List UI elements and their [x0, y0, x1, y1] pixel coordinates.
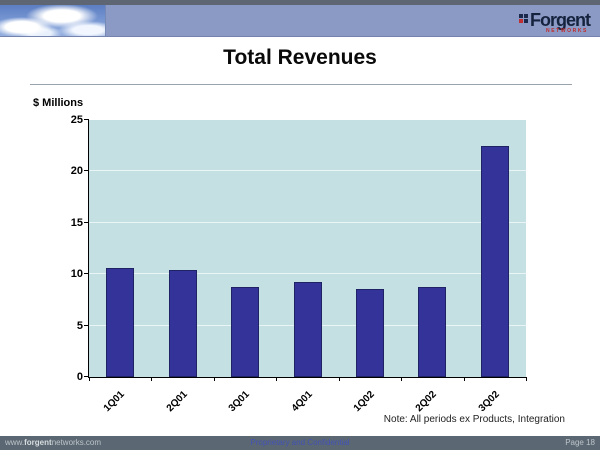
forgent-logo: Forgent NETWORKS: [480, 10, 591, 34]
clouds-image: [0, 5, 106, 36]
x-tick-label: 2Q02: [414, 389, 440, 415]
x-tick: [89, 377, 90, 381]
plot-area: [84, 119, 527, 381]
top-strip: [0, 0, 600, 5]
bar-1Q02: [355, 288, 384, 377]
y-tick: [84, 376, 89, 377]
bar-3Q02: [480, 145, 509, 377]
logo-wordmark: Forgent: [530, 10, 591, 30]
x-tick: [401, 377, 403, 381]
y-tick-label: 10: [70, 268, 83, 281]
gridline: [89, 170, 526, 172]
x-tick: [213, 377, 215, 381]
logo-subtitle: NETWORKS: [546, 28, 588, 34]
x-tick-label: 1Q01: [101, 389, 127, 415]
x-tick-label: 3Q02: [476, 389, 502, 415]
bar-1Q01: [106, 268, 135, 377]
x-tick-label: 2Q01: [164, 389, 190, 415]
gridline: [89, 221, 526, 223]
y-tick-label: 5: [76, 319, 83, 332]
y-tick-label: 0: [76, 371, 83, 383]
footer-confidential: Proprietary and Confidential: [250, 438, 350, 447]
x-tick: [151, 377, 153, 381]
x-tick: [463, 377, 465, 381]
y-tick-label: 15: [70, 216, 83, 229]
x-tick-label: 3Q01: [226, 389, 252, 415]
footer-page-number: Page 18: [565, 438, 595, 447]
y-tick: [84, 119, 89, 120]
y-tick: [84, 324, 89, 326]
y-tick: [84, 221, 89, 223]
x-tick-label: 4Q01: [289, 389, 315, 415]
bar-2Q01: [168, 270, 197, 377]
bar-3Q01: [231, 286, 260, 377]
gridline: [89, 273, 526, 275]
y-axis-title: $ Millions: [33, 97, 84, 109]
banner: Forgent NETWORKS: [0, 5, 600, 37]
x-tick: [338, 377, 340, 381]
x-tick: [526, 377, 527, 381]
title-divider: [30, 84, 572, 85]
y-tick-label: 25: [70, 114, 83, 126]
slide-title: Total Revenues: [223, 46, 377, 69]
y-tick: [84, 170, 89, 172]
x-tick: [276, 377, 278, 381]
footer-url: www.forgentnetworks.com: [5, 438, 102, 447]
y-tick-label: 20: [70, 165, 83, 178]
x-tick-label: 1Q02: [351, 389, 377, 415]
chart-note: Note: All periods ex Products, Integrati…: [383, 414, 565, 425]
bar-2Q02: [418, 286, 447, 377]
bar-4Q01: [293, 282, 322, 377]
y-axis-labels: 0 5 10 15 20 25: [28, 114, 83, 383]
forgent-logo-icon: [519, 14, 528, 23]
footer-bar: www.forgentnetworks.com Proprietary and …: [0, 436, 600, 450]
y-tick: [84, 273, 89, 275]
